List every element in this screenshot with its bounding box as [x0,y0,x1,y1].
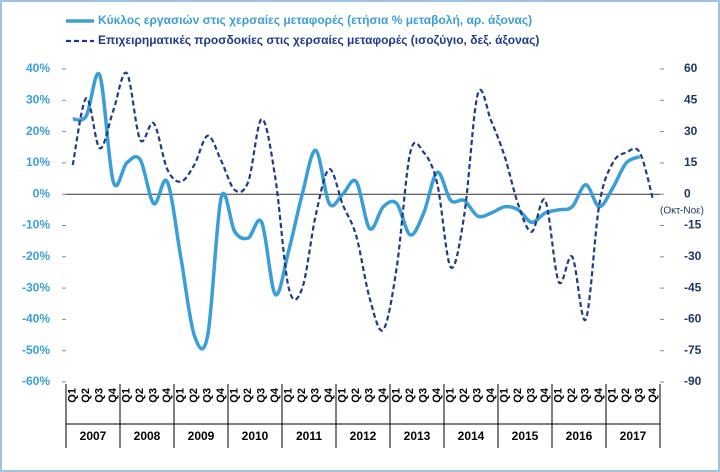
year-label: 2015 [512,429,539,443]
x-tick-label: Q2 [512,388,524,403]
x-tick-label: Q2 [242,388,254,403]
x-tick-label: Q4 [323,387,335,403]
x-tick-label: Q1 [175,388,187,403]
y2-tick-label: 30 [684,124,698,138]
x-tick-label: Q3 [472,388,484,403]
x-tick-label: Q4 [431,387,443,403]
x-tick-label: Q4 [377,387,389,403]
y2-tick-label: -60 [684,312,702,326]
y2-tick-label: 15 [684,155,698,169]
y-tick-label: -40% [22,312,50,326]
x-tick-label: Q2 [80,388,92,403]
x-tick-label: Q4 [539,387,551,403]
y-tick-label: 20% [26,124,50,138]
x-tick-label: Q3 [526,388,538,403]
year-label: 2007 [80,429,107,443]
year-label: 2017 [620,429,647,443]
y-tick-label: -30% [22,280,50,294]
series-line [71,71,655,332]
y-tick-label: 10% [26,155,50,169]
y-tick-label: -10% [22,218,50,232]
y2-tick-label: 60 [684,61,698,75]
x-tick-label: Q2 [566,388,578,403]
x-tick-label: Q3 [364,388,376,403]
annotation: (Οκτ-Νοε) [660,206,704,217]
y2-tick-label: -45 [684,280,702,294]
x-tick-label: Q3 [256,388,268,403]
x-tick-label: Q4 [107,387,119,403]
x-tick-label: Q1 [391,388,403,403]
x-tick-label: Q4 [647,387,659,403]
x-tick-label: Q3 [580,388,592,403]
x-tick-label: Q3 [418,388,430,403]
x-tick-label: Q2 [134,388,146,403]
y2-tick-label: -30 [684,249,702,263]
y2-tick-label: 45 [684,92,698,106]
y-tick-label: 0% [33,186,51,200]
year-label: 2016 [566,429,593,443]
year-label: 2012 [350,429,377,443]
y-tick-label: 30% [26,92,50,106]
year-label: 2014 [458,429,485,443]
y-tick-label: -20% [22,249,50,263]
y2-tick-label: 0 [684,186,691,200]
y2-tick-label: -90 [684,374,702,388]
x-tick-label: Q1 [445,388,457,403]
x-tick-label: Q4 [161,387,173,403]
x-tick-label: Q1 [67,388,79,403]
x-tick-label: Q3 [94,388,106,403]
x-tick-label: Q2 [620,388,632,403]
series-line [72,71,641,351]
year-label: 2010 [242,429,269,443]
x-tick-label: Q2 [350,388,362,403]
x-tick-label: Q4 [269,387,281,403]
y-tick-label: -50% [22,343,50,357]
year-label: 2009 [188,429,215,443]
x-tick-label: Q3 [148,388,160,403]
x-tick-label: Q1 [499,388,511,403]
legend-label: Επιχειρηματικές προσδοκίες στις χερσαίες… [98,33,539,47]
x-tick-label: Q3 [310,388,322,403]
x-tick-label: Q2 [458,388,470,403]
y-tick-label: -60% [22,374,50,388]
legend-label: Κύκλος εργασιών στις χερσαίες μεταφορές … [98,13,532,27]
x-tick-label: Q4 [215,387,227,403]
x-tick-label: Q1 [607,388,619,403]
x-tick-label: Q1 [337,388,349,403]
x-tick-label: Q4 [485,387,497,403]
x-tick-label: Q1 [229,388,241,403]
x-tick-label: Q4 [593,387,605,403]
y2-tick-label: -75 [684,343,702,357]
x-tick-label: Q2 [188,388,200,403]
x-tick-label: Q3 [202,388,214,403]
y-tick-label: 40% [26,61,50,75]
x-tick-label: Q1 [553,388,565,403]
x-tick-label: Q1 [283,388,295,403]
year-label: 2013 [404,429,431,443]
year-label: 2008 [134,429,161,443]
year-label: 2011 [296,429,322,443]
x-tick-label: Q1 [121,388,133,403]
x-tick-label: Q2 [296,388,308,403]
y2-tick-label: -15 [684,218,702,232]
x-tick-label: Q3 [634,388,646,403]
x-tick-label: Q2 [404,388,416,403]
